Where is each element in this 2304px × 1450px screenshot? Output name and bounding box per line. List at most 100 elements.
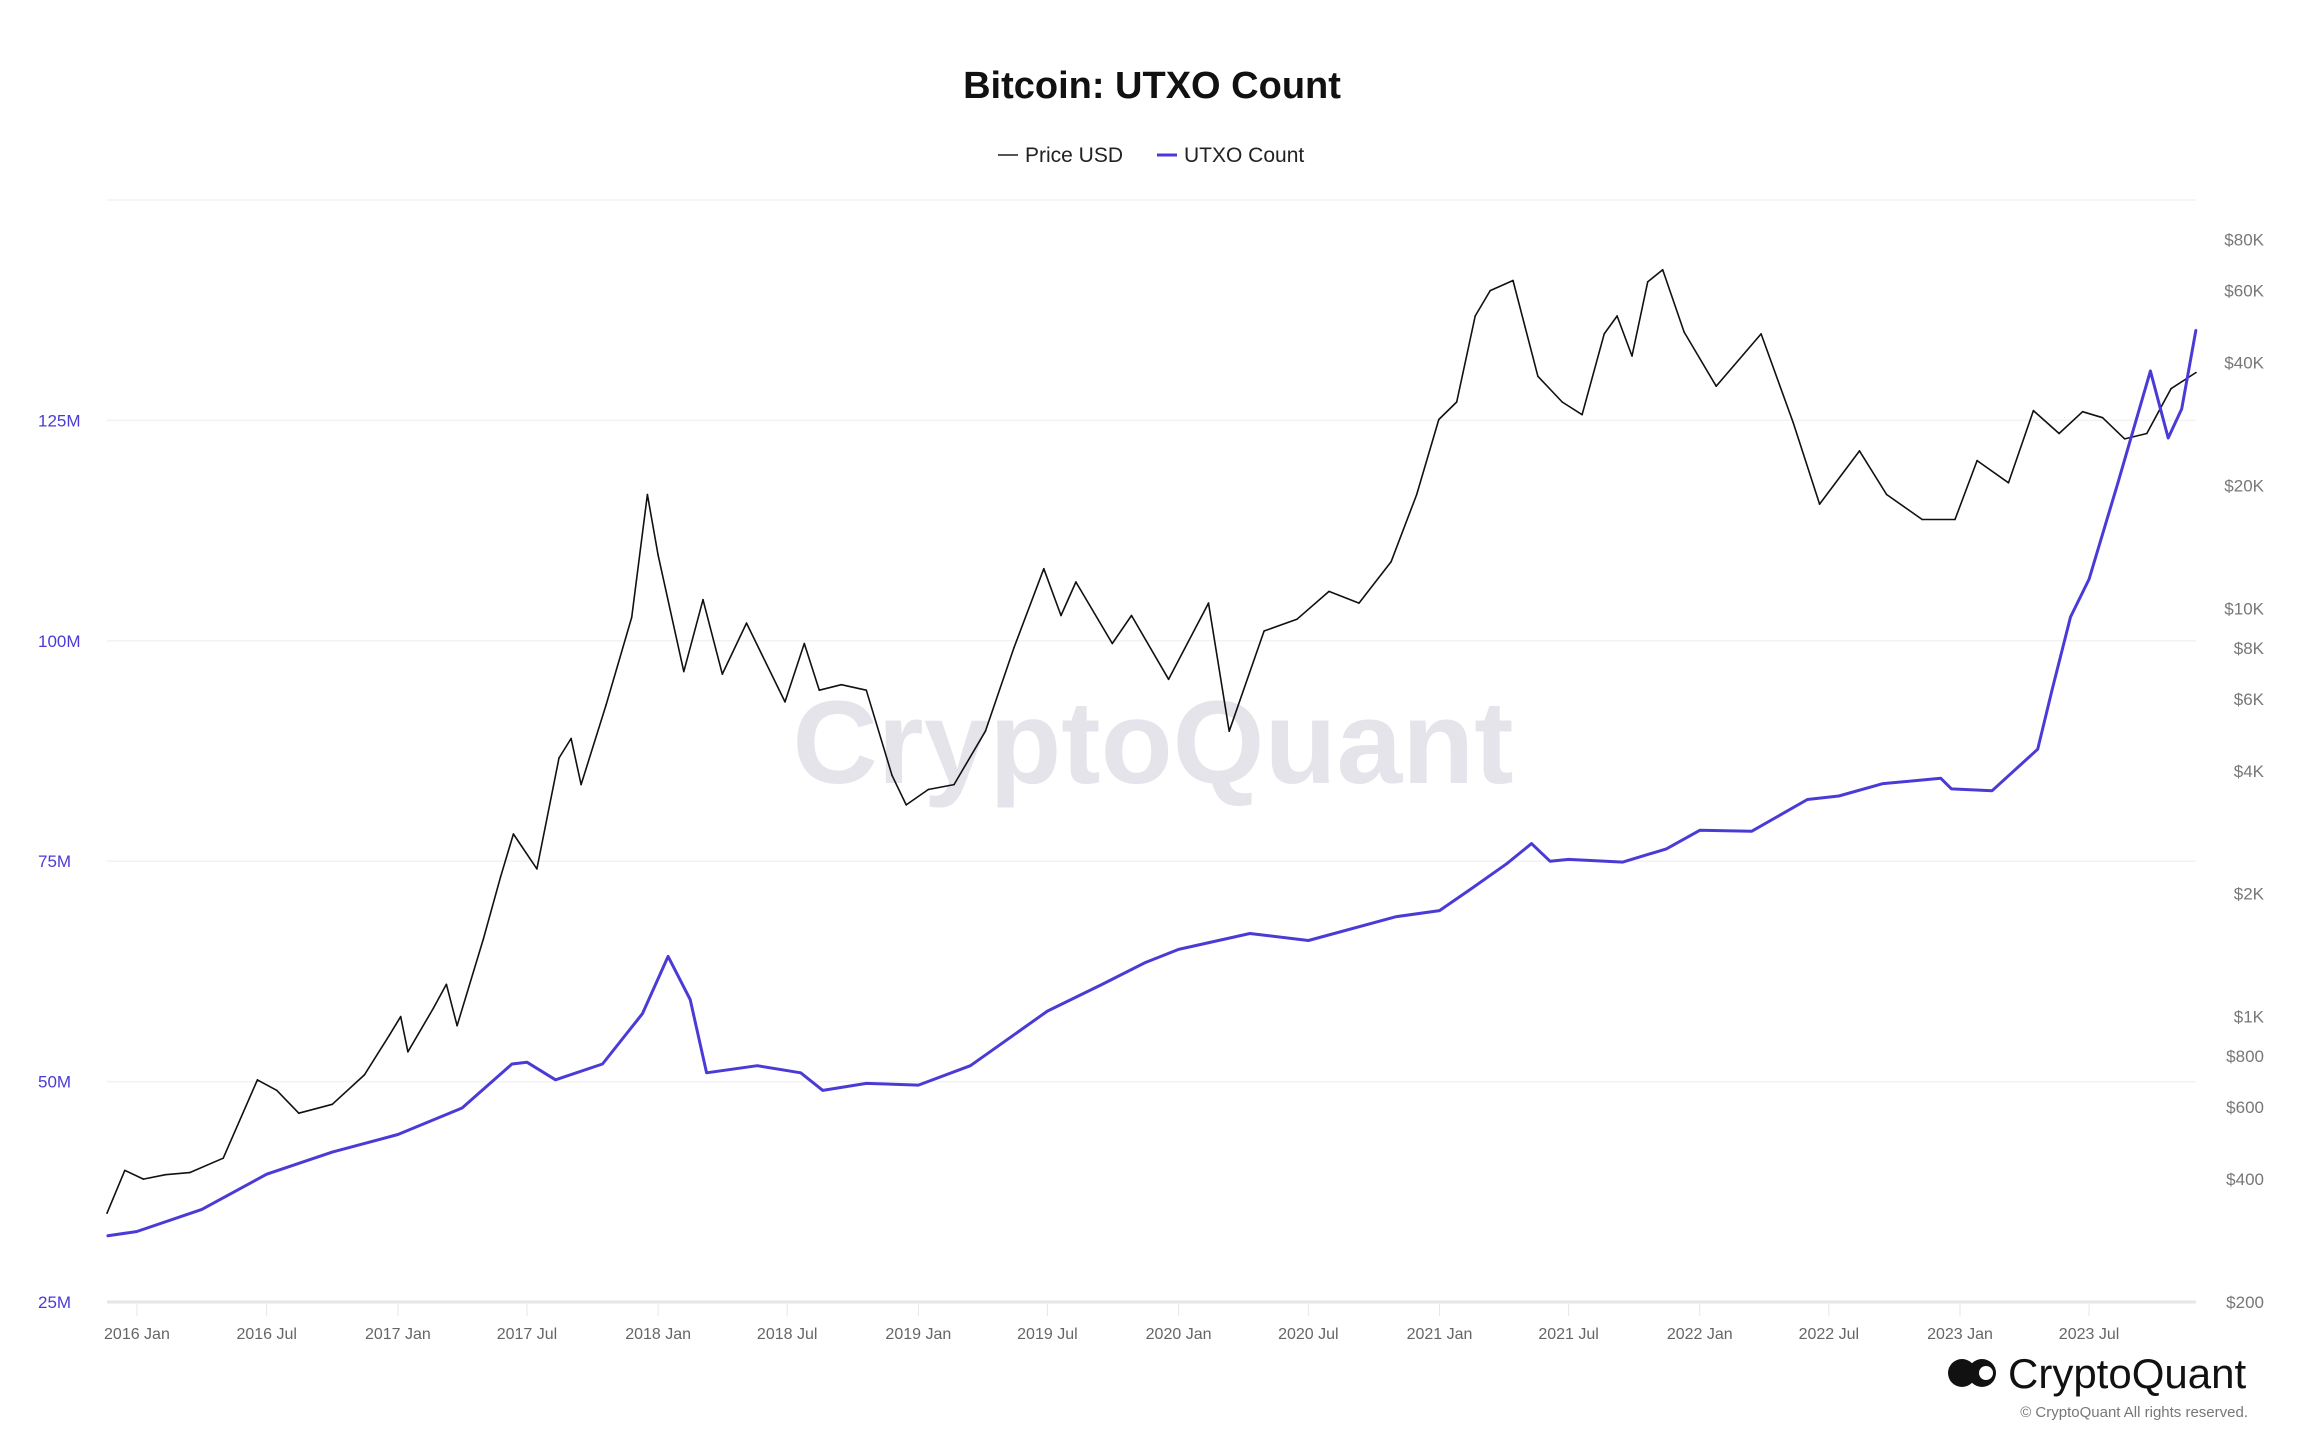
utxo-point — [461, 1107, 463, 1109]
price-point — [1013, 647, 1015, 649]
price-point — [2146, 432, 2148, 435]
price-point — [1616, 315, 1618, 317]
right-tick-label: $2K — [2234, 885, 2265, 904]
price-point — [745, 622, 748, 624]
utxo-point — [865, 1082, 868, 1085]
right-tick-label: $1K — [2234, 1008, 2265, 1027]
legend-item-price[interactable]: Price USD — [998, 144, 1123, 167]
price-point — [124, 1169, 126, 1172]
cryptoquant-logo-icon — [1948, 1359, 1996, 1387]
x-tick-label: 2022 Jul — [1799, 1326, 1860, 1343]
price-point — [432, 1007, 435, 1009]
x-tick-label: 2018 Jan — [625, 1326, 691, 1343]
utxo-point — [689, 998, 692, 1001]
price-point — [1489, 289, 1491, 292]
utxo-point — [2088, 578, 2090, 580]
price-point — [2032, 409, 2035, 412]
x-tick-label: 2017 Jan — [365, 1326, 431, 1343]
price-point — [1715, 385, 1717, 387]
price-point — [331, 1103, 334, 1106]
price-point — [1581, 413, 1583, 416]
price-point — [1661, 268, 1664, 271]
utxo-point — [554, 1079, 557, 1081]
price-point — [482, 938, 485, 940]
utxo-point — [1950, 788, 1953, 790]
price-point — [1296, 618, 1298, 621]
price-point — [142, 1178, 145, 1180]
x-tick-label: 2021 Jul — [1538, 1326, 1599, 1343]
price-point — [2170, 387, 2172, 390]
left-tick-label: 125M — [38, 411, 81, 430]
price-point — [1167, 678, 1170, 681]
x-tick-label: 2023 Jan — [1927, 1326, 1993, 1343]
price-point — [1976, 459, 1978, 462]
price-point — [388, 1034, 391, 1037]
price-point — [1390, 560, 1392, 563]
utxo-point — [1838, 795, 1840, 797]
x-tick-label: 2022 Jan — [1667, 1326, 1733, 1343]
price-point — [456, 1024, 458, 1027]
utxo-point — [201, 1208, 203, 1211]
price-point — [1075, 581, 1077, 583]
x-tick-label: 2023 Jul — [2059, 1326, 2120, 1343]
price-point — [275, 1089, 278, 1092]
price-point — [865, 689, 868, 692]
x-tick-label: 2020 Jan — [1146, 1326, 1212, 1343]
utxo-point — [1177, 948, 1180, 951]
series-lines — [106, 268, 2198, 1238]
price-point — [445, 983, 448, 986]
brand-logo-text: CryptoQuant — [2008, 1350, 2246, 1397]
utxo-point — [2167, 437, 2169, 439]
price-point — [558, 757, 560, 759]
utxo-point — [1751, 830, 1753, 833]
watermark: CryptoQuant — [792, 677, 1513, 809]
price-point — [1111, 642, 1114, 645]
price-point — [1455, 401, 1458, 403]
utxo-point — [136, 1230, 138, 1233]
utxo-point — [641, 1012, 644, 1015]
price-point — [657, 554, 659, 556]
right-tick-label: $6K — [2234, 690, 2265, 709]
price-point — [803, 642, 806, 645]
price-point — [297, 1112, 300, 1115]
price-point — [1792, 421, 1794, 424]
price-point — [891, 774, 893, 777]
legend-item-utxo[interactable]: UTXO Count — [1157, 144, 1304, 167]
price-point — [1921, 518, 1924, 521]
x-tick-label: 2019 Jan — [885, 1326, 951, 1343]
price-point — [702, 598, 704, 601]
utxo-point — [511, 1063, 513, 1065]
right-tick-label: $10K — [2224, 599, 2264, 618]
legend[interactable]: Price USD UTXO Count — [998, 144, 1304, 167]
x-tick-label: 2019 Jul — [1017, 1326, 1078, 1343]
price-point — [106, 1212, 108, 1215]
price-point — [164, 1173, 167, 1176]
price-point — [1885, 493, 1888, 496]
utxo-point — [1395, 915, 1397, 918]
utxo-point — [1621, 861, 1624, 863]
price-point — [2081, 410, 2084, 413]
price-point — [2007, 481, 2010, 484]
price-point — [721, 673, 724, 675]
price-point — [1358, 602, 1360, 604]
right-tick-label: $40K — [2224, 353, 2264, 372]
price-point — [2123, 438, 2126, 440]
utxo-point — [397, 1133, 399, 1136]
utxo-point — [1806, 798, 1809, 801]
utxo-point — [1530, 842, 1533, 845]
price-point — [1683, 331, 1685, 333]
brand-logo: CryptoQuant — [1948, 1350, 2246, 1397]
price-point — [363, 1074, 366, 1076]
utxo-point — [1698, 829, 1701, 832]
utxo-point — [265, 1173, 268, 1175]
utxo-point — [2180, 408, 2183, 410]
price-point — [499, 875, 502, 878]
price-point — [1060, 614, 1062, 617]
utxo-point — [2116, 483, 2119, 485]
utxo-point — [1549, 860, 1551, 862]
price-point — [984, 730, 987, 733]
price-point — [1858, 450, 1861, 452]
price-point — [927, 788, 930, 791]
utxo-point — [1307, 939, 1310, 942]
